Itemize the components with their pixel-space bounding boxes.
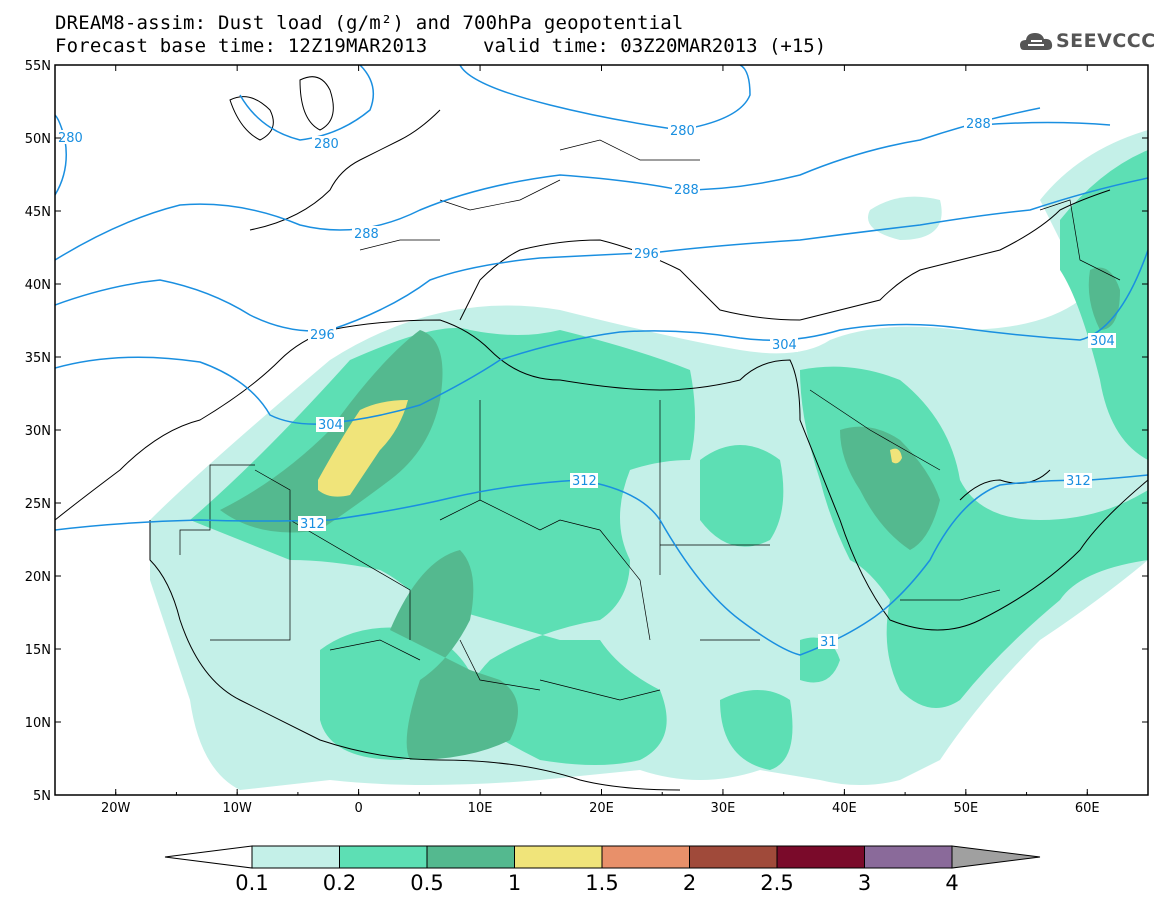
dust-load-fields (150, 130, 1148, 790)
lon-tick-label: 10W (222, 801, 252, 816)
lat-tick-label: 10N (25, 716, 51, 731)
latitude-axis: 55N 50N 45N 40N 35N 30N 25N 20N 15N 10N 5N (25, 59, 1148, 804)
contour-label: 296 (634, 247, 659, 262)
colorbar-swatch (251, 845, 340, 869)
dust-region-medium (700, 445, 784, 547)
dust-region-medium (720, 690, 793, 770)
colorbar-label: 2 (683, 871, 696, 895)
contour-label: 288 (966, 117, 991, 132)
lat-tick-label: 5N (33, 789, 51, 804)
coastlines (55, 76, 1148, 791)
colorbar-swatch (426, 845, 515, 869)
colorbar-swatch (601, 845, 690, 869)
contour-label: 288 (354, 227, 379, 242)
lon-tick-label: 40E (832, 801, 857, 816)
lon-tick-label: 20W (101, 801, 131, 816)
colorbar-swatch (689, 845, 778, 869)
cloud-icon (1020, 33, 1053, 50)
colorbar-label: 0.2 (323, 871, 356, 895)
colorbar-label: 1.5 (585, 871, 618, 895)
dust-region-medium (190, 328, 695, 765)
forecast-base-time: Forecast base time: 12Z19MAR2013 (55, 35, 428, 57)
colorbar-label: 1 (508, 871, 521, 895)
colorbar-swatch (776, 845, 865, 869)
contour-label: 288 (674, 183, 699, 198)
dust-region-dark (1088, 267, 1120, 330)
contour-label: 312 (1066, 474, 1091, 489)
lat-tick-label: 30N (25, 424, 51, 439)
lat-tick-label: 40N (25, 278, 51, 293)
contour-label: 296 (310, 328, 335, 343)
lon-tick-label: 50E (953, 801, 978, 816)
dust-region-high (890, 448, 902, 464)
lat-tick-label: 55N (25, 59, 51, 74)
lat-tick-label: 20N (25, 570, 51, 585)
lon-tick-label: 30E (711, 801, 736, 816)
dust-region-high (318, 400, 408, 497)
contour-288 (979, 121, 1111, 126)
dust-region-light (1000, 367, 1083, 430)
lat-tick-label: 25N (25, 497, 51, 512)
contour-280 (239, 65, 375, 141)
lon-tick-label: 10E (468, 801, 493, 816)
dust-region-light (868, 196, 942, 240)
colorbar-label: 0.1 (235, 871, 268, 895)
colorbar: 0.1 0.2 0.5 1 1.5 2 2.5 3 4 (164, 845, 1041, 895)
contour-label: 304 (318, 418, 343, 433)
contour-labels: 280 280 280 288 288 288 296 296 304 304 … (56, 116, 1116, 650)
contour-280 (459, 65, 751, 131)
valid-time: valid time: 03Z20MAR2013 (+15) (483, 35, 827, 57)
contour-280 (55, 114, 67, 196)
lat-tick-label: 50N (25, 132, 51, 147)
lon-tick-label: 0 (354, 801, 362, 816)
contour-296 (55, 177, 1148, 332)
contour-label: 304 (772, 338, 797, 353)
lat-tick-label: 15N (25, 643, 51, 658)
contour-288 (55, 107, 1041, 261)
colorbar-label: 3 (858, 871, 871, 895)
longitude-axis: 20W 10W 0 10E 20E 30E 40E 50E 60E (54, 65, 1149, 816)
contour-label: 312 (300, 517, 325, 532)
lat-tick-label: 45N (25, 205, 51, 220)
contour-label: 280 (58, 131, 83, 146)
colorbar-swatch (514, 845, 603, 869)
contour-304 (55, 249, 1148, 425)
lon-tick-label: 20E (589, 801, 614, 816)
colorbar-label: 4 (945, 871, 958, 895)
contour-label: 280 (670, 124, 695, 139)
contour-label: 312 (572, 474, 597, 489)
country-borders (179, 139, 1121, 701)
contour-label: 304 (1090, 334, 1115, 349)
dust-region-dark (390, 550, 518, 760)
map-title: DREAM8-assim: Dust load (g/m²) and 700hP… (55, 12, 684, 34)
dust-region-dark (840, 426, 940, 550)
colorbar-max-arrow (951, 845, 1041, 869)
logo-text: SEEVCCC (1056, 30, 1156, 52)
lon-tick-label: 60E (1075, 801, 1100, 816)
colorbar-swatch (339, 845, 428, 869)
lat-tick-label: 35N (25, 351, 51, 366)
colorbar-swatch (864, 845, 953, 869)
contour-label: 280 (314, 137, 339, 152)
colorbar-label: 2.5 (760, 871, 793, 895)
contour-label: 31 (820, 635, 837, 650)
colorbar-min-arrow (164, 845, 253, 869)
colorbar-label: 0.5 (410, 871, 443, 895)
